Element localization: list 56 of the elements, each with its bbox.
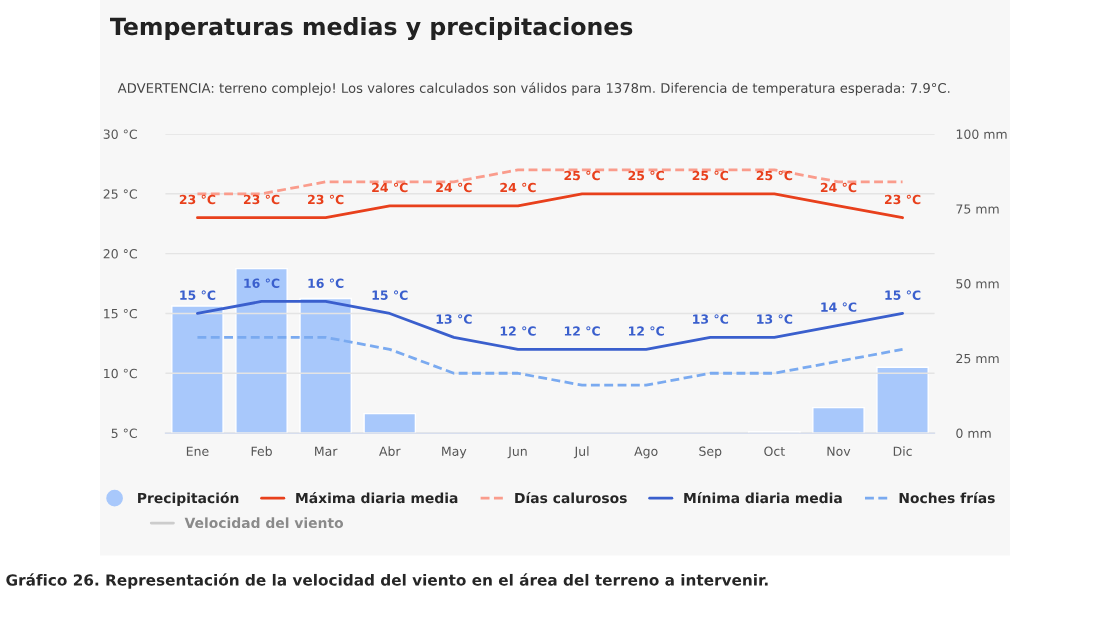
- data-label: 24 °C: [372, 182, 408, 193]
- x-tick-label: Jul: [573, 446, 589, 459]
- legend-label: Días calurosos: [515, 491, 627, 504]
- y2-tick-label: 75 mm: [956, 204, 999, 214]
- chart-title: Temperaturas medias y precipitaciones: [110, 17, 633, 41]
- y-tick-label: 30 °C: [103, 129, 137, 139]
- y-tick-label: 25 °C: [103, 189, 137, 199]
- x-tick-label: Ene: [186, 446, 209, 456]
- data-label: 15 °C: [372, 290, 408, 300]
- x-tick-label: Sep: [699, 446, 722, 459]
- data-label: 15 °C: [180, 290, 216, 300]
- data-label: 12 °C: [564, 326, 600, 336]
- x-tick-label: Feb: [251, 446, 272, 456]
- legend-label: Precipitación: [138, 491, 239, 506]
- data-label: 24 °C: [500, 182, 536, 193]
- data-label: 12 °C: [628, 326, 664, 336]
- data-label: 23 °C: [884, 194, 921, 205]
- x-tick-label: Jun: [507, 446, 527, 459]
- y-tick-label: 15 °C: [104, 308, 137, 319]
- y2-tick-label: 50 mm: [956, 279, 999, 289]
- data-label: 25 °C: [564, 170, 600, 181]
- x-tick-label: Nov: [827, 446, 851, 456]
- data-label: 25 °C: [628, 170, 664, 181]
- data-label: 25 °C: [756, 170, 793, 181]
- x-tick-label: Abr: [379, 446, 401, 456]
- data-label: 15 °C: [885, 290, 921, 300]
- y2-tick-label: 25 mm: [956, 353, 999, 364]
- data-label: 16 °C: [244, 278, 280, 288]
- data-label: 16 °C: [308, 278, 344, 288]
- data-label: 23 °C: [308, 194, 344, 205]
- x-tick-label: Mar: [315, 446, 338, 456]
- data-label: 13 °C: [693, 314, 729, 324]
- y2-tick-label: 0 mm: [956, 428, 991, 438]
- data-label: 24 °C: [820, 182, 857, 193]
- x-tick-label: Dic: [893, 446, 912, 456]
- data-label: 12 °C: [500, 326, 536, 336]
- legend-label: Máxima diaria media: [296, 491, 458, 504]
- text: Gráfico 26. Representación de la velocidad del viento en el área del terreno a intervenir.: [6, 573, 768, 589]
- x-tick-label: May: [442, 446, 467, 459]
- y-tick-label: 5 °C: [111, 428, 137, 438]
- y-tick-label: 20 °C: [103, 249, 137, 259]
- data-label: 23 °C: [243, 194, 280, 205]
- data-label: 13 °C: [757, 314, 793, 324]
- legend-label: Noches frías: [899, 491, 995, 504]
- y2-tick-label: 100 mm: [956, 129, 1007, 139]
- legend-label: Velocidad del viento: [184, 517, 344, 529]
- y-tick-label: 10 °C: [104, 368, 137, 379]
- data-label: 13 °C: [436, 314, 472, 324]
- x-tick-label: Oct: [764, 446, 785, 456]
- data-label: 23 °C: [179, 194, 216, 205]
- data-label: 24 °C: [436, 182, 472, 193]
- legend-label: Mínima diaria media: [684, 491, 842, 504]
- x-tick-label: Ago: [634, 446, 658, 459]
- data-label: 14 °C: [821, 302, 857, 312]
- data-label: 25 °C: [692, 170, 729, 181]
- chart-subtitle: ADVERTENCIA: terreno complejo! Los valores calculados son válidos para 1378m. Diferencia de temperatura esperada: 7.9°C.: [117, 82, 950, 96]
